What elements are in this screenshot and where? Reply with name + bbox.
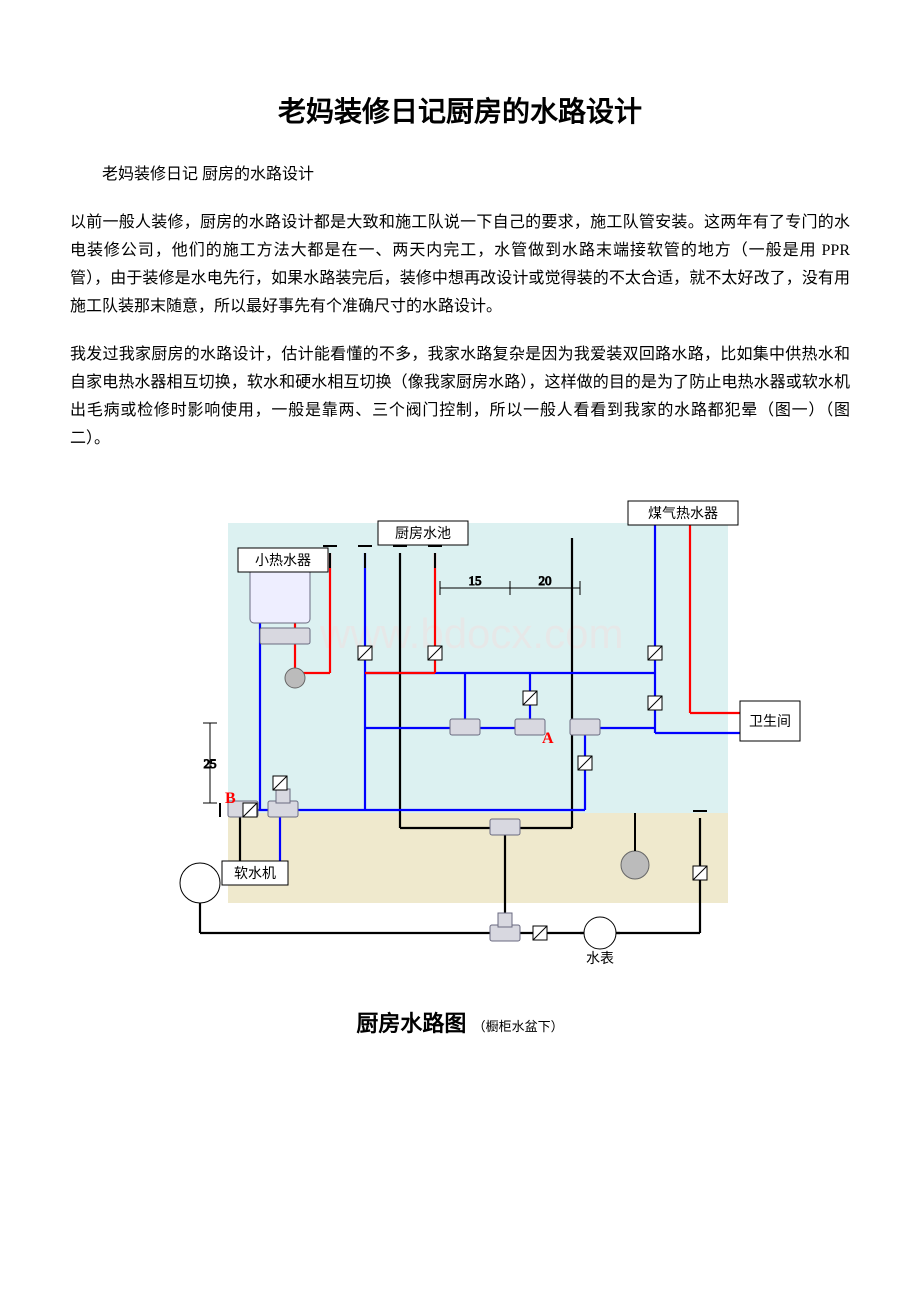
caption-sub: （橱柜水盆下） <box>473 1019 564 1034</box>
dim-25: 25 <box>204 756 217 771</box>
label-meter: 水表 <box>586 951 614 967</box>
label-gas-heater: 煤气热水器 <box>648 506 718 522</box>
subtitle: 老妈装修日记 厨房的水路设计 <box>70 160 850 184</box>
plumbing-diagram: www.bdocx.com <box>110 473 810 993</box>
marker-a: A <box>542 730 554 747</box>
dim-15: 15 <box>469 573 482 588</box>
zone-lower <box>228 813 728 903</box>
diagram-caption: 厨房水路图 （橱柜水盆下） <box>70 1006 850 1038</box>
diagram-container: www.bdocx.com <box>70 473 850 1038</box>
caption-main: 厨房水路图 <box>356 1011 466 1036</box>
page-title: 老妈装修日记厨房的水路设计 <box>70 90 850 130</box>
marker-b: B <box>225 790 236 807</box>
dim-20: 20 <box>539 573 552 588</box>
paragraph-1: 以前一般人装修，厨房的水路设计都是大致和施工队说一下自己的要求，施工队管安装。这… <box>70 209 850 321</box>
paragraph-2: 我发过我家厨房的水路设计，估计能看懂的不多，我家水路复杂是因为我爱装双回路水路，… <box>70 341 850 453</box>
label-small-heater: 小热水器 <box>255 553 311 569</box>
label-kitchen-sink: 厨房水池 <box>395 526 451 542</box>
label-softener: 软水机 <box>234 866 276 882</box>
label-bathroom: 卫生间 <box>749 714 791 730</box>
